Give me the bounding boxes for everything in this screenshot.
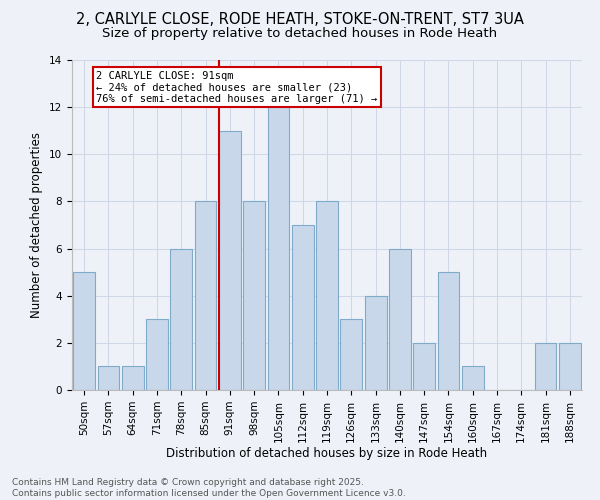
Bar — [146, 320, 168, 390]
Bar — [437, 272, 460, 390]
Bar — [219, 130, 241, 390]
Bar — [340, 320, 362, 390]
Bar — [194, 202, 217, 390]
Bar — [97, 366, 119, 390]
Bar — [170, 248, 192, 390]
Bar — [462, 366, 484, 390]
Bar — [535, 343, 556, 390]
Bar — [413, 343, 435, 390]
Bar — [268, 107, 289, 390]
Bar — [316, 202, 338, 390]
Text: 2, CARLYLE CLOSE, RODE HEATH, STOKE-ON-TRENT, ST7 3UA: 2, CARLYLE CLOSE, RODE HEATH, STOKE-ON-T… — [76, 12, 524, 28]
Bar — [292, 225, 314, 390]
Bar — [389, 248, 411, 390]
Bar — [73, 272, 95, 390]
Text: 2 CARLYLE CLOSE: 91sqm
← 24% of detached houses are smaller (23)
76% of semi-det: 2 CARLYLE CLOSE: 91sqm ← 24% of detached… — [96, 70, 377, 104]
Bar — [365, 296, 386, 390]
X-axis label: Distribution of detached houses by size in Rode Heath: Distribution of detached houses by size … — [166, 448, 488, 460]
Text: Contains HM Land Registry data © Crown copyright and database right 2025.
Contai: Contains HM Land Registry data © Crown c… — [12, 478, 406, 498]
Y-axis label: Number of detached properties: Number of detached properties — [31, 132, 43, 318]
Bar — [559, 343, 581, 390]
Text: Size of property relative to detached houses in Rode Heath: Size of property relative to detached ho… — [103, 28, 497, 40]
Bar — [243, 202, 265, 390]
Bar — [122, 366, 143, 390]
